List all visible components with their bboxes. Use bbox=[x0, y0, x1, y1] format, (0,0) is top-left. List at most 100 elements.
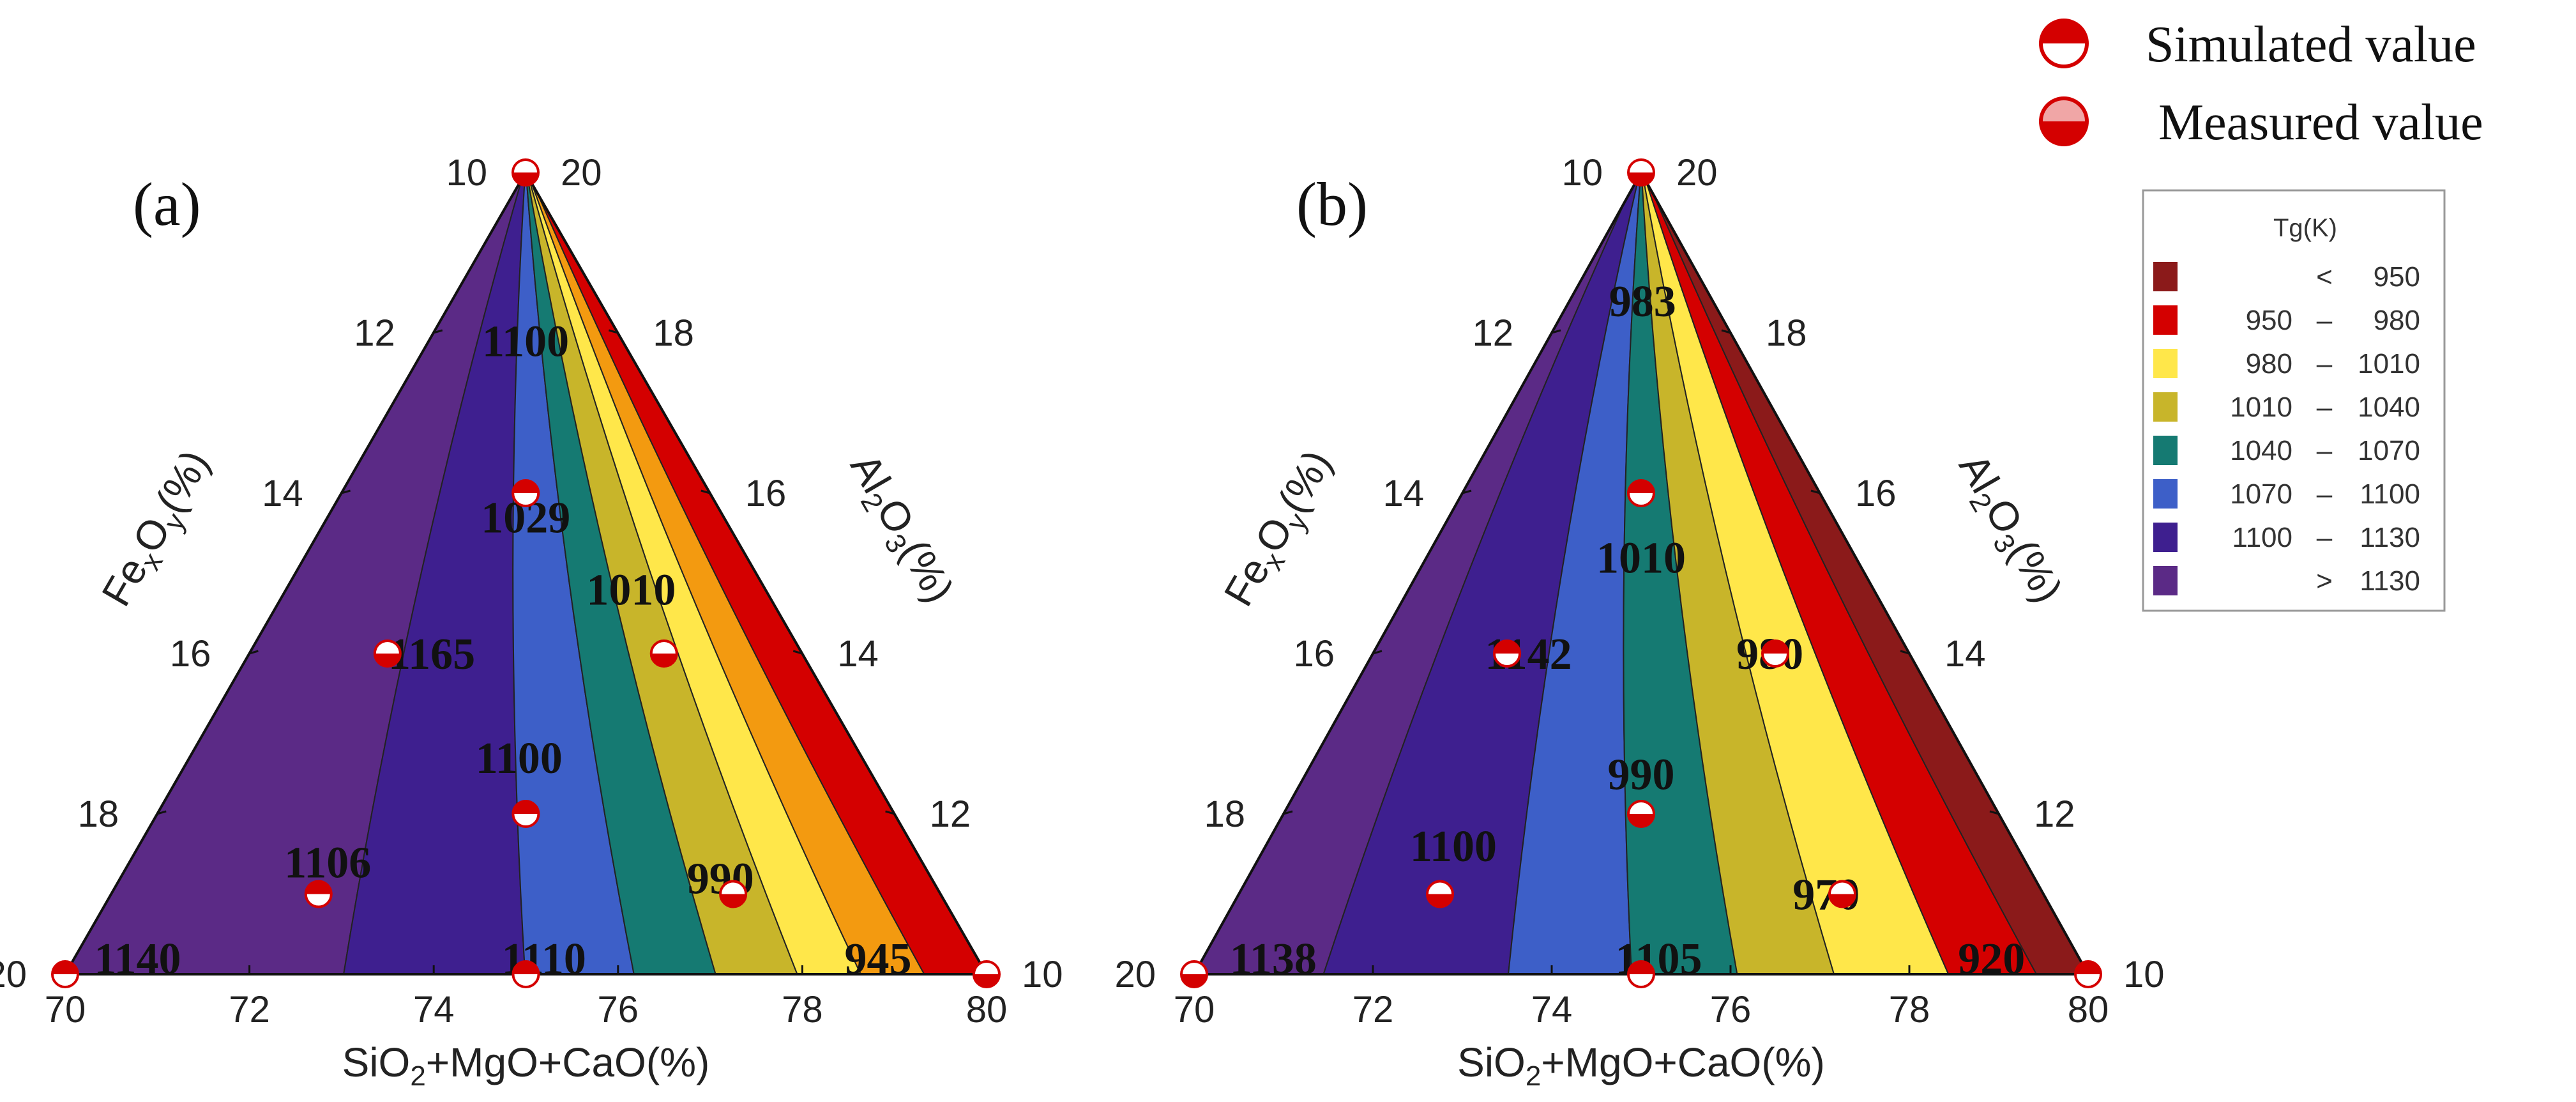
colorbar-hi: 950 bbox=[2374, 261, 2420, 293]
right-axis-label: Al2O3(%) bbox=[1944, 446, 2072, 613]
bottom-tick-label: 76 bbox=[1710, 989, 1752, 1030]
right-tick-label: 18 bbox=[1766, 312, 1807, 354]
right-tick-mark bbox=[701, 489, 711, 494]
colorbar-op: – bbox=[2317, 305, 2333, 336]
right-tick-label: 10 bbox=[1022, 954, 1063, 995]
left-tick-label: 18 bbox=[78, 793, 119, 835]
point-half-fill bbox=[513, 961, 539, 974]
right-tick-label: 12 bbox=[930, 793, 971, 835]
point-half-fill bbox=[305, 881, 331, 894]
bottom-tick-label: 72 bbox=[229, 989, 270, 1030]
simulated-point bbox=[1627, 479, 1655, 507]
left-axis-label: FexOy(%) bbox=[93, 442, 224, 616]
colorbar-hi: 980 bbox=[2374, 305, 2420, 336]
colorbar-swatch bbox=[2153, 436, 2178, 465]
bottom-axis-label: SiO2+MgO+CaO(%) bbox=[342, 1039, 710, 1092]
point-half-fill bbox=[1427, 894, 1453, 907]
chart-panel-a: (a) 70 72 74 76 78 80 10 12 14 16 18 20 20 18 16 14 12 10… bbox=[0, 152, 1063, 1092]
colorbar-hi: 1130 bbox=[2360, 522, 2420, 553]
bottom-tick-label: 74 bbox=[413, 989, 455, 1030]
simulated-point bbox=[511, 800, 540, 828]
contour-value-label: 1140 bbox=[94, 935, 181, 984]
colorbar-op: – bbox=[2317, 522, 2333, 553]
right-tick-mark bbox=[1810, 489, 1821, 494]
left-tick-label: 14 bbox=[262, 473, 303, 514]
data-points-b bbox=[1180, 158, 2102, 988]
contour-value-label: 1165 bbox=[388, 630, 475, 679]
colorbar-swatch bbox=[2153, 523, 2178, 552]
left-tick-mark bbox=[156, 810, 167, 815]
right-tick-label: 14 bbox=[1944, 633, 1986, 675]
left-axis-label: FexOy(%) bbox=[1215, 442, 1346, 616]
axis-ticks-b: 70 72 74 76 78 80 10 12 14 16 18 20 20 18 16 14 12 10 bbox=[1114, 152, 2164, 1030]
left-tick-label: 16 bbox=[1293, 633, 1335, 675]
left-tick-label: 18 bbox=[1204, 793, 1245, 835]
colorbar-hi: 1040 bbox=[2358, 392, 2420, 423]
measured-point bbox=[1180, 960, 1208, 988]
measured-point bbox=[1627, 800, 1655, 828]
measured-legend-label: Measured value bbox=[2158, 95, 2483, 151]
colorbar-swatch bbox=[2153, 262, 2178, 291]
right-axis-label: Al2O3(%) bbox=[836, 446, 963, 613]
simulated-point bbox=[2074, 960, 2102, 988]
colorbar-swatch bbox=[2153, 392, 2178, 422]
colorbar-hi: 1010 bbox=[2358, 348, 2420, 379]
simulated-marker-icon bbox=[2039, 19, 2089, 68]
colorbar-lo: 1070 bbox=[2230, 478, 2292, 510]
right-tick-label: 20 bbox=[1676, 152, 1718, 194]
left-tick-label: 10 bbox=[1561, 152, 1603, 194]
bottom-tick-label: 78 bbox=[1889, 989, 1930, 1030]
bottom-tick-label: 80 bbox=[2068, 989, 2109, 1030]
point-half-fill bbox=[52, 961, 78, 974]
simulated-point bbox=[1493, 639, 1521, 668]
right-tick-label: 16 bbox=[745, 473, 787, 514]
contour-value-label: 945 bbox=[845, 935, 912, 984]
right-tick-label: 14 bbox=[837, 633, 879, 675]
contour-value-label: 1010 bbox=[586, 566, 676, 615]
left-tick-label: 12 bbox=[1472, 312, 1513, 354]
bottom-tick-label: 76 bbox=[598, 989, 639, 1030]
colorbar-hi: 1130 bbox=[2360, 565, 2420, 597]
point-half-fill bbox=[513, 172, 538, 185]
measured-point bbox=[1627, 158, 1655, 187]
simulated-point bbox=[51, 960, 79, 988]
chart-panel-b: (b) 70 72 74 76 78 80 10 12 14 16 18 20 20 18 16 14 12 10… bbox=[1114, 152, 2164, 1092]
contour-value-label: 1138 bbox=[1230, 935, 1317, 984]
right-tick-mark bbox=[885, 810, 895, 815]
right-tick-mark bbox=[608, 329, 618, 334]
colorbar-swatch bbox=[2153, 479, 2178, 509]
colorbar-op: – bbox=[2317, 392, 2333, 423]
colorbar-lo: 1100 bbox=[2232, 522, 2292, 553]
point-half-fill bbox=[1762, 641, 1788, 654]
point-half-fill bbox=[1628, 814, 1654, 827]
colorbar-lo: 1010 bbox=[2230, 392, 2292, 423]
colorbar-legend: Tg(K) <950950–980980–10101010–10401040–1… bbox=[2142, 189, 2446, 612]
contour-value-label: 990 bbox=[1608, 750, 1675, 799]
right-tick-mark bbox=[792, 650, 803, 655]
measured-point bbox=[649, 639, 678, 668]
colorbar-lo: 950 bbox=[2246, 305, 2292, 336]
colorbar-lo: 980 bbox=[2246, 348, 2292, 379]
left-tick-label: 20 bbox=[0, 954, 27, 995]
axis-ticks-a: 70 72 74 76 78 80 10 12 14 16 18 20 20 18 16 14 12 10 bbox=[0, 152, 1063, 1030]
contour-value-label: 1010 bbox=[1596, 533, 1686, 583]
colorbar-swatch bbox=[2153, 349, 2178, 378]
colorbar-hi: 1100 bbox=[2360, 478, 2420, 510]
measured-point bbox=[511, 158, 540, 187]
measured-point bbox=[973, 960, 1001, 988]
colorbar-op: < bbox=[2316, 261, 2333, 293]
right-tick-label: 18 bbox=[653, 312, 694, 354]
contour-bands-a bbox=[65, 172, 987, 974]
contour-value-label: 1100 bbox=[476, 734, 563, 783]
bottom-tick-label: 70 bbox=[45, 989, 86, 1030]
colorbar-entries: <950950–980980–10101010–10401040–1070107… bbox=[2153, 261, 2420, 597]
colorbar-swatch bbox=[2153, 305, 2178, 335]
left-tick-mark bbox=[1283, 810, 1293, 815]
point-half-fill bbox=[374, 654, 400, 666]
point-half-fill bbox=[1494, 641, 1520, 654]
right-tick-label: 16 bbox=[1855, 473, 1897, 514]
point-half-fill bbox=[513, 480, 539, 493]
contour-value-label: 920 bbox=[1958, 935, 2025, 984]
colorbar-box bbox=[2142, 189, 2446, 612]
